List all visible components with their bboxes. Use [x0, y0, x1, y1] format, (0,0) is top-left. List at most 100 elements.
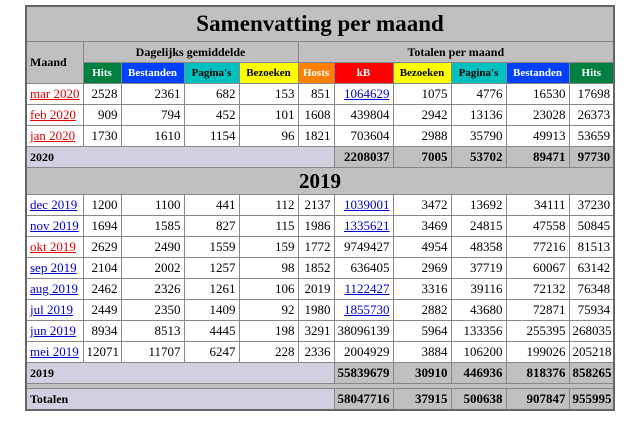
value-cell: 8934: [82, 320, 122, 342]
month-row: jul 2019 2449 2350 1409 92 1980 1855730 2882 436…: [25, 299, 615, 321]
month-link[interactable]: feb 2020: [30, 107, 76, 122]
month-cell: jun 2019: [25, 320, 84, 342]
value-cell: 106200: [450, 341, 507, 363]
value-cell: 3884: [392, 341, 452, 363]
value-cell: 198: [238, 320, 299, 342]
month-link[interactable]: jan 2020: [30, 128, 76, 143]
value-cell: 682: [183, 83, 240, 105]
month-row: sep 2019 2104 2002 1257 98 1852 636405 2969 3771…: [25, 257, 615, 279]
value-cell: 827: [183, 215, 240, 237]
value-cell: 2969: [392, 257, 452, 279]
value-cell: 60067: [505, 257, 570, 279]
value-cell: 8513: [120, 320, 185, 342]
value-cell: 98: [238, 257, 299, 279]
value-cell: 43680: [450, 299, 507, 321]
month-row: aug 2019 2462 2326 1261 106 2019 1122427 3316 39…: [25, 278, 615, 300]
kb-link[interactable]: 1039001: [344, 197, 390, 212]
value-cell: 3469: [392, 215, 452, 237]
value-cell: 115: [238, 215, 299, 237]
value-cell: 1980: [297, 299, 335, 321]
column-header: Bestanden: [120, 62, 185, 84]
summary-value: 907847: [505, 388, 570, 411]
value-cell: 1200: [82, 194, 122, 216]
value-cell: 72871: [505, 299, 570, 321]
summary-value: 37915: [392, 388, 452, 411]
summary-value: 89471: [505, 146, 570, 168]
value-cell: 75934: [568, 299, 615, 321]
value-cell: 3316: [392, 278, 452, 300]
month-link[interactable]: jul 2019: [30, 302, 73, 317]
value-cell: 703604: [333, 125, 394, 147]
summary-value: 30910: [392, 362, 452, 384]
value-cell: 50845: [568, 215, 615, 237]
summary-row: 2019 55839679 30910 446936 818376 858265: [25, 362, 615, 384]
value-cell: 76348: [568, 278, 615, 300]
month-link[interactable]: mei 2019: [30, 344, 79, 359]
month-cell: sep 2019: [25, 257, 84, 279]
value-cell: 268035: [568, 320, 615, 342]
year-heading: 2019: [25, 167, 615, 195]
value-cell: 1409: [183, 299, 240, 321]
month-link[interactable]: mar 2020: [30, 86, 80, 101]
summary-value: 955995: [568, 388, 615, 411]
column-header: Pagina's: [450, 62, 507, 84]
month-link[interactable]: sep 2019: [30, 260, 77, 275]
value-cell: 3472: [392, 194, 452, 216]
month-row: okt 2019 2629 2490 1559 159 1772 9749427 4954 48…: [25, 236, 615, 258]
value-cell: 2462: [82, 278, 122, 300]
month-link[interactable]: aug 2019: [30, 281, 79, 296]
kb-link[interactable]: 1855730: [344, 302, 390, 317]
group-header: Totalen per maand: [297, 41, 615, 63]
value-cell: 2361: [120, 83, 185, 105]
kb-link[interactable]: 1064629: [344, 86, 390, 101]
value-cell: 1821: [297, 125, 335, 147]
month-link[interactable]: jun 2019: [30, 323, 76, 338]
summary-value: 818376: [505, 362, 570, 384]
value-cell: 24815: [450, 215, 507, 237]
value-cell: 1335621: [333, 215, 394, 237]
month-link[interactable]: okt 2019: [30, 239, 76, 254]
value-cell: 53659: [568, 125, 615, 147]
month-row: dec 2019 1200 1100 441 112 2137 1039001 3472 136…: [25, 194, 615, 216]
month-header: Maand: [25, 41, 84, 84]
month-cell: dec 2019: [25, 194, 84, 216]
value-cell: 452: [183, 104, 240, 126]
value-cell: 228: [238, 341, 299, 363]
value-cell: 1039001: [333, 194, 394, 216]
value-cell: 37230: [568, 194, 615, 216]
month-row: jun 2019 8934 8513 4445 198 3291 38096139 5964 1…: [25, 320, 615, 342]
value-cell: 4445: [183, 320, 240, 342]
value-cell: 636405: [333, 257, 394, 279]
value-cell: 6247: [183, 341, 240, 363]
value-cell: 49913: [505, 125, 570, 147]
value-cell: 112: [238, 194, 299, 216]
column-header: Pagina's: [183, 62, 240, 84]
summary-value: 500638: [450, 388, 507, 411]
month-row: nov 2019 1694 1585 827 115 1986 1335621 3469 248…: [25, 215, 615, 237]
month-link[interactable]: nov 2019: [30, 218, 79, 233]
column-header: kB: [333, 62, 394, 84]
value-cell: 1154: [183, 125, 240, 147]
summary-label: 2019: [25, 362, 335, 384]
column-header: Bestanden: [505, 62, 570, 84]
value-cell: 96: [238, 125, 299, 147]
kb-link[interactable]: 1122427: [344, 281, 390, 296]
month-cell: aug 2019: [25, 278, 84, 300]
month-link[interactable]: dec 2019: [30, 197, 78, 212]
value-cell: 909: [82, 104, 122, 126]
value-cell: 2629: [82, 236, 122, 258]
value-cell: 133356: [450, 320, 507, 342]
summary-value: 55839679: [333, 362, 394, 384]
value-cell: 2490: [120, 236, 185, 258]
value-cell: 63142: [568, 257, 615, 279]
group-header: Dagelijks gemiddelde: [82, 41, 299, 63]
value-cell: 4954: [392, 236, 452, 258]
value-cell: 101: [238, 104, 299, 126]
value-cell: 4776: [450, 83, 507, 105]
value-cell: 2104: [82, 257, 122, 279]
year-heading-row: 2019: [25, 167, 615, 195]
kb-link[interactable]: 1335621: [344, 218, 390, 233]
value-cell: 1261: [183, 278, 240, 300]
value-cell: 2882: [392, 299, 452, 321]
month-row: feb 2020 909 794 452 101 1608 439804 2942 13136 2…: [25, 104, 615, 126]
